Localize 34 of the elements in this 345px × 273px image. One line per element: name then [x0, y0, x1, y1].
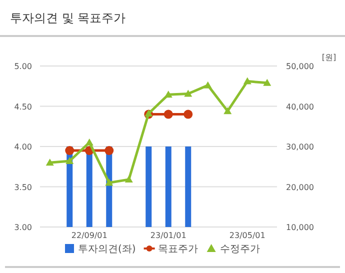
point	[184, 90, 192, 97]
point	[105, 178, 114, 186]
point	[104, 146, 114, 156]
x-tick-label: 22/09/01	[71, 231, 108, 240]
point	[184, 110, 193, 119]
point	[164, 110, 173, 119]
point	[263, 78, 272, 86]
point	[66, 156, 74, 164]
title: 투자의견 및 목표주가	[10, 11, 126, 25]
y2-tick-label: 40,000	[286, 102, 314, 112]
y-tick-label: 3.50	[14, 182, 32, 192]
legend-label: 수정주가	[220, 244, 260, 255]
point	[46, 158, 54, 166]
point	[144, 109, 153, 116]
point	[65, 146, 74, 156]
x-tick-label: 23/01/01	[150, 231, 186, 240]
point	[85, 138, 94, 146]
y2-tick-label: 50,000	[286, 62, 314, 71]
point	[243, 77, 252, 84]
x-tick-label: 23/05/01	[229, 231, 266, 240]
y-tick-label: 4.00	[14, 142, 32, 152]
y-tick-label: 3.00	[14, 223, 32, 232]
legend-label: 투자의견(좌)	[78, 244, 136, 255]
y2-tick-label: 20,000	[286, 182, 314, 192]
point	[164, 90, 172, 98]
point	[204, 81, 212, 88]
legend-label: 목표주가	[158, 244, 198, 255]
point	[224, 107, 232, 114]
y-tick-label: 4.50	[14, 102, 32, 112]
point	[124, 176, 133, 183]
y2-tick-label: 30,000	[286, 142, 314, 152]
y-tick-label: 5.00	[14, 62, 32, 71]
y2-tick-label: 10,000	[286, 223, 314, 232]
y2label: [원]	[322, 53, 336, 62]
